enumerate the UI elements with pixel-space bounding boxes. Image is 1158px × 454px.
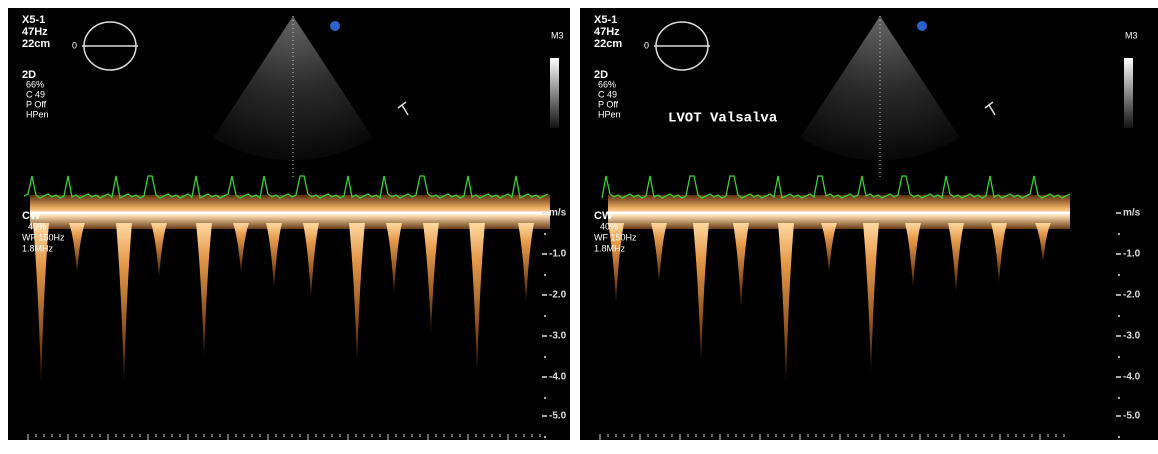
orientation-dot	[330, 21, 340, 31]
header-text: 47Hz	[594, 26, 620, 38]
spectral-envelope	[1035, 223, 1051, 263]
spectral-envelope	[266, 223, 282, 288]
scale-label: -3.0	[549, 331, 567, 342]
scale-dot	[544, 315, 546, 317]
spectral-envelope	[69, 223, 85, 273]
spectral-envelope	[349, 223, 365, 363]
mode-2d-text: P Off	[598, 99, 619, 109]
spectral-envelope	[196, 223, 212, 358]
probe-icon	[984, 101, 996, 116]
cw-text: WF 150Hz	[22, 232, 65, 242]
spectral-envelope	[991, 223, 1007, 283]
scale-dot	[544, 356, 546, 358]
spectral-envelope	[821, 223, 837, 273]
heart-rate: 75bpm	[536, 439, 564, 449]
spectral-envelope	[518, 223, 534, 303]
ecg-trace	[601, 175, 1071, 200]
probe-icon	[397, 101, 409, 116]
spectral-envelope	[116, 223, 132, 383]
cw-text: CW	[594, 210, 613, 222]
grayscale-bar	[1124, 58, 1133, 128]
spectral-envelope	[423, 223, 439, 333]
probe-mark: M3	[551, 30, 564, 40]
mode-2d-text: 66%	[26, 79, 44, 89]
cw-text: WF 150Hz	[594, 232, 637, 242]
orientation-dot	[917, 21, 927, 31]
scale-dot	[1118, 397, 1120, 399]
mode-2d-text: 66%	[598, 79, 616, 89]
grayscale-bar	[550, 58, 559, 128]
scale-label: -2.0	[1123, 290, 1141, 301]
spectral-envelope	[303, 223, 319, 298]
scale-dot	[544, 274, 546, 276]
header-text: X5-1	[594, 14, 617, 26]
header-text: 47Hz	[22, 26, 48, 38]
spectral-envelope	[778, 223, 794, 383]
scale-label: -1.0	[549, 249, 567, 260]
sector-zero: 0	[72, 40, 77, 50]
scale-label: -1.0	[1123, 249, 1141, 260]
mode-2d-text: C 49	[598, 89, 617, 99]
sweep-speed: 25mm/s	[970, 439, 1003, 449]
cw-text: 40%	[600, 221, 618, 231]
scale-dot	[544, 397, 546, 399]
annotation: LVOT Valsalva	[668, 111, 778, 127]
cw-text: 1.8MHz	[22, 243, 54, 253]
probe-mark: M3	[1125, 30, 1138, 40]
spectral-envelope	[233, 223, 249, 273]
spectral-envelope	[151, 223, 167, 278]
spectral-envelope	[863, 223, 879, 373]
scale-dot	[1118, 436, 1120, 438]
scale-label: m/s	[1123, 208, 1141, 219]
mode-2d-text: C 49	[26, 89, 45, 99]
mode-2d-text: 2D	[594, 69, 608, 81]
scale-label: -3.0	[1123, 331, 1141, 342]
scale-dot	[1118, 356, 1120, 358]
scale-label: -5.0	[1123, 411, 1141, 422]
spectral-envelope	[608, 223, 624, 303]
mode-2d-text: P Off	[26, 99, 47, 109]
header-text: X5-1	[22, 14, 45, 26]
scale-dot	[1118, 233, 1120, 235]
cw-text: 40%	[28, 221, 46, 231]
mode-2d-text: 2D	[22, 69, 36, 81]
spectral-envelope	[33, 223, 49, 383]
heart-rate: 75bpm	[1110, 439, 1138, 449]
scale-label: -4.0	[549, 372, 567, 383]
cw-text: 1.8MHz	[594, 243, 626, 253]
cw-text: CW	[22, 210, 41, 222]
scale-dot	[1118, 315, 1120, 317]
mode-2d-text: HPen	[598, 109, 621, 119]
spectral-envelope	[651, 223, 667, 283]
spectral-envelope	[386, 223, 402, 293]
sweep-speed: 25mm/s	[450, 439, 483, 449]
scale-label: -4.0	[1123, 372, 1141, 383]
header-text: 22cm	[594, 38, 622, 50]
header-text: 22cm	[22, 38, 50, 50]
scale-label: -5.0	[549, 411, 567, 422]
scale-dot	[544, 436, 546, 438]
spectral-envelope	[469, 223, 485, 373]
spectral-envelope	[948, 223, 964, 293]
sector-zero: 0	[644, 40, 649, 50]
spectral-envelope	[693, 223, 709, 363]
spectral-envelope	[733, 223, 749, 308]
mode-2d-text: HPen	[26, 109, 49, 119]
ecg-trace	[23, 175, 549, 200]
spectral-envelope	[905, 223, 921, 288]
scale-dot	[544, 233, 546, 235]
scale-label: m/s	[549, 208, 567, 219]
scale-dot	[1118, 274, 1120, 276]
scale-label: -2.0	[549, 290, 567, 301]
